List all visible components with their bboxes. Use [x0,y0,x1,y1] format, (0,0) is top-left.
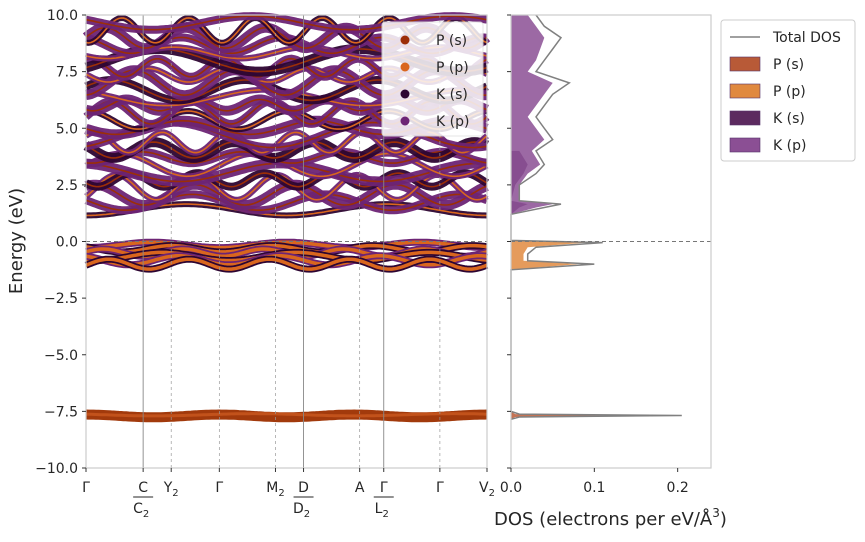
band-y-tick-label: 7.5 [56,65,78,81]
kpoint-label: M2 [266,480,284,499]
band-legend-label: K (s) [436,87,468,103]
kpoint-label: Y2 [163,480,179,499]
band-structure-panel: −10.0 −7.5 −5.0 −2.5 0.0 2.5 5.0 7.5 10.0 Γ C C2 Y2… [6,8,495,520]
kpoint-label: C [138,480,148,496]
band-legend: P (s) P (p) K (s) K (p) [381,21,484,137]
valence-band-inner [85,257,488,271]
dos-x-tick-label: 0.1 [583,480,605,496]
band-y-tick-label: −7.5 [44,404,78,420]
dos-areas [510,14,682,421]
band-legend-label: P (s) [436,33,467,49]
dos-total-line [510,14,682,421]
band-legend-label: K (p) [436,114,469,130]
dos-area-pp [511,240,586,270]
band-y-tick-label: −10.0 [35,461,78,477]
band-legend-marker [400,116,410,126]
dos-x-axis-label: DOS (electrons per eV/Å3) [494,506,727,530]
dos-legend-patch [729,137,761,153]
dos-legend: Total DOS P (s) P (p) K (s) K (p) [720,19,856,162]
band-y-tick-label: 0.0 [56,235,78,251]
band-legend-marker [400,62,410,72]
dos-legend-label: P (p) [773,84,806,100]
kpoint-label: V2 [479,480,495,499]
dos-x-tick-label: 0.0 [500,480,522,496]
kpoint-label: Γ [82,480,90,496]
kpoint-label: Γ [436,480,444,496]
dos-legend-label: K (s) [773,111,805,127]
dos-area-ps [511,411,620,420]
kpoint-label: D [298,480,309,496]
dos-y-ticks [507,14,511,469]
dos-x-axis-label-tail: ) [720,509,727,530]
band-y-axis-label: Energy (eV) [6,188,27,294]
band-legend-frame [381,21,484,137]
dos-legend-patch [729,56,761,72]
band-y-tick-label: 5.0 [56,121,78,137]
kpoint-label: Γ [380,480,388,496]
kpoint-label: Γ [215,480,223,496]
band-y-tick-label: −5.0 [44,348,78,364]
dos-legend-patch [729,110,761,126]
band-y-tick-label: 2.5 [56,178,78,194]
conduction-band-inner [85,141,488,159]
kpoint-label-lower: C2 [133,501,149,520]
dos-legend-label: K (p) [773,138,806,154]
kpoint-label: A [355,480,365,496]
band-y-ticks: −10.0 −7.5 −5.0 −2.5 0.0 2.5 5.0 7.5 10.0 [35,8,86,477]
dos-area-kp [511,15,553,215]
dos-x-ticks: 0.0 0.1 0.2 [500,468,689,496]
dos-legend-label: P (s) [773,57,804,73]
dos-legend-label: Total DOS [772,30,841,46]
kpoint-label-lower: D2 [293,501,310,520]
band-legend-marker [400,89,410,99]
core-band-highlight [86,412,488,418]
dos-panel: 0.0 0.1 0.2 DOS (electrons per eV/Å3) [494,14,727,530]
band-y-tick-label: 10.0 [47,8,78,24]
valence-band-inner [86,240,487,250]
band-legend-label: P (p) [436,60,469,76]
dos-x-tick-label: 0.2 [667,480,689,496]
dos-x-axis-label-main: DOS (electrons per eV/Å [494,508,713,530]
kpoint-label-lower: L2 [375,501,389,520]
conduction-band-inner [85,15,488,31]
dos-legend-patch [729,83,761,99]
dos-x-axis-label-sup: 3 [712,506,720,520]
dos-legend-frame [720,19,856,162]
band-y-tick-label: −2.5 [44,291,78,307]
band-legend-marker [400,35,410,45]
